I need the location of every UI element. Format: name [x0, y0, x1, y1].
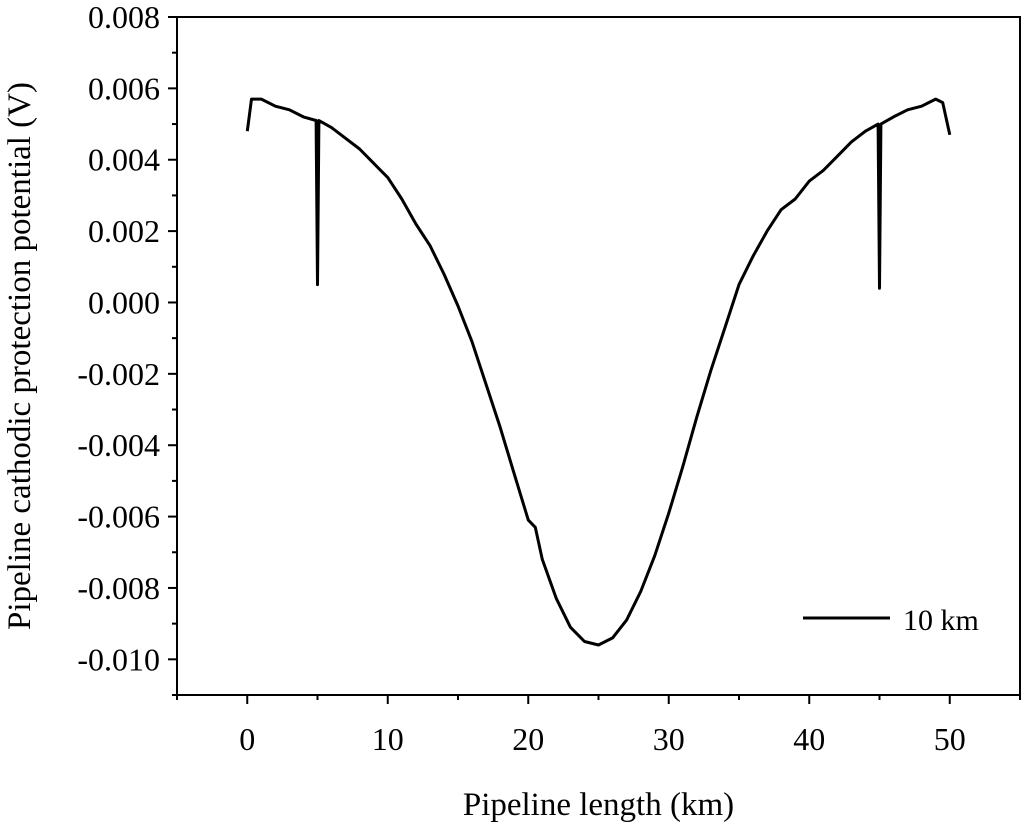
- x-tick-label: 0: [239, 721, 255, 757]
- y-tick-label: -0.010: [77, 641, 160, 677]
- x-tick-label: 40: [793, 721, 825, 757]
- y-tick-label: 0.004: [88, 142, 160, 178]
- x-tick-label: 30: [653, 721, 685, 757]
- y-tick-label: 0.000: [88, 284, 160, 320]
- ticks-layer: [168, 16, 1021, 704]
- y-tick-label: -0.004: [77, 427, 160, 463]
- plot-layer: [245, 97, 952, 647]
- y-tick-label: -0.008: [77, 570, 160, 606]
- plot-frame: [176, 16, 1021, 696]
- x-tick-label: 20: [512, 721, 544, 757]
- y-tick-label: -0.002: [77, 356, 160, 392]
- y-tick-label: 0.002: [88, 213, 160, 249]
- legend-label: 10 km: [903, 604, 979, 637]
- x-tick-label: 50: [934, 721, 966, 757]
- x-tick-label: 10: [372, 721, 404, 757]
- y-tick-label: 0.008: [88, 0, 160, 35]
- legend: 10 km: [803, 604, 979, 637]
- y-tick-label: 0.006: [88, 70, 160, 106]
- y-axis-title: Pipeline cathodic protection potential (…: [2, 82, 38, 630]
- labels-layer: 0 10 20 30 40 50 0.008 0.006 0.004 0.002 0.000 -0.0…: [77, 0, 965, 757]
- x-axis-title: Pipeline length (km): [463, 787, 734, 823]
- series-line: [245, 97, 952, 647]
- y-tick-label: -0.006: [77, 499, 160, 535]
